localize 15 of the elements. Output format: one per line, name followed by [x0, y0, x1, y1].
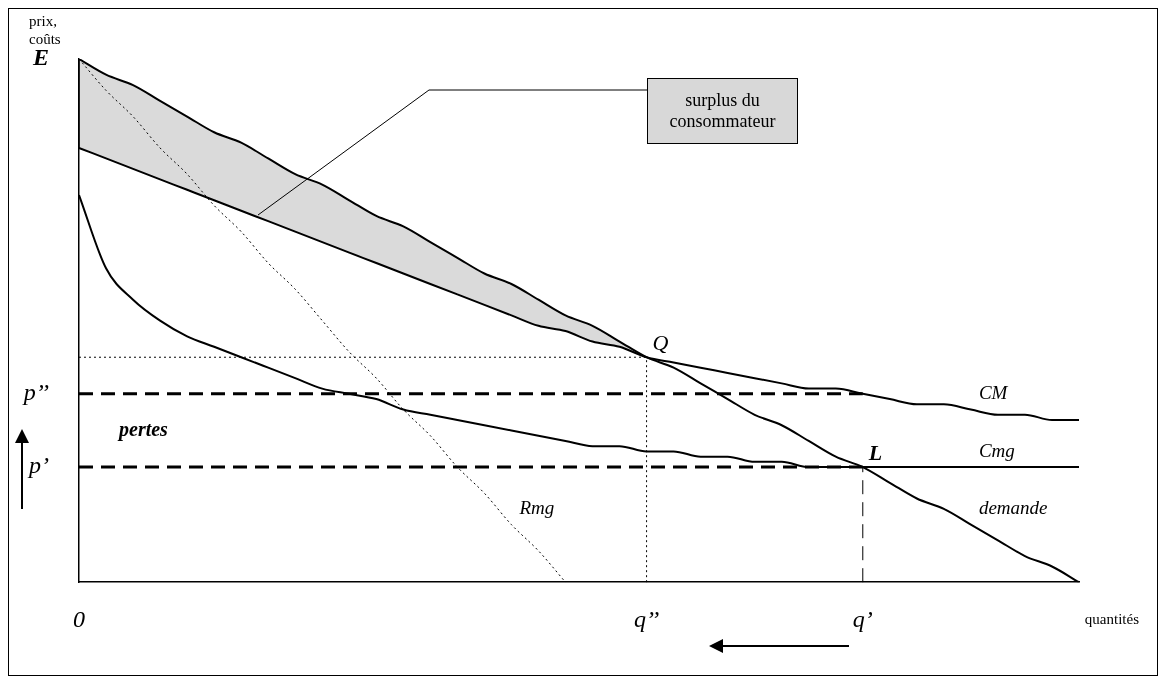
series-label: CM: [978, 382, 1009, 404]
x-tick-label: q’: [852, 605, 873, 632]
series-label: Rmg: [518, 497, 555, 519]
text: p’’: [21, 379, 49, 406]
x-axis-title: quantités: [1084, 610, 1140, 627]
x-tick-label: q’’: [633, 605, 660, 632]
series-label: demande: [978, 497, 1048, 519]
x-tick-label: 0: [73, 605, 85, 632]
series-label: Cmg: [978, 439, 1015, 461]
annotation: Q: [652, 330, 669, 356]
annotation: surplus du consommateur: [647, 78, 798, 144]
callout-box: surplus du consommateur: [257, 78, 799, 216]
annotation: pertes: [117, 417, 169, 441]
annotation: L: [867, 439, 883, 465]
text: p’: [27, 452, 49, 479]
